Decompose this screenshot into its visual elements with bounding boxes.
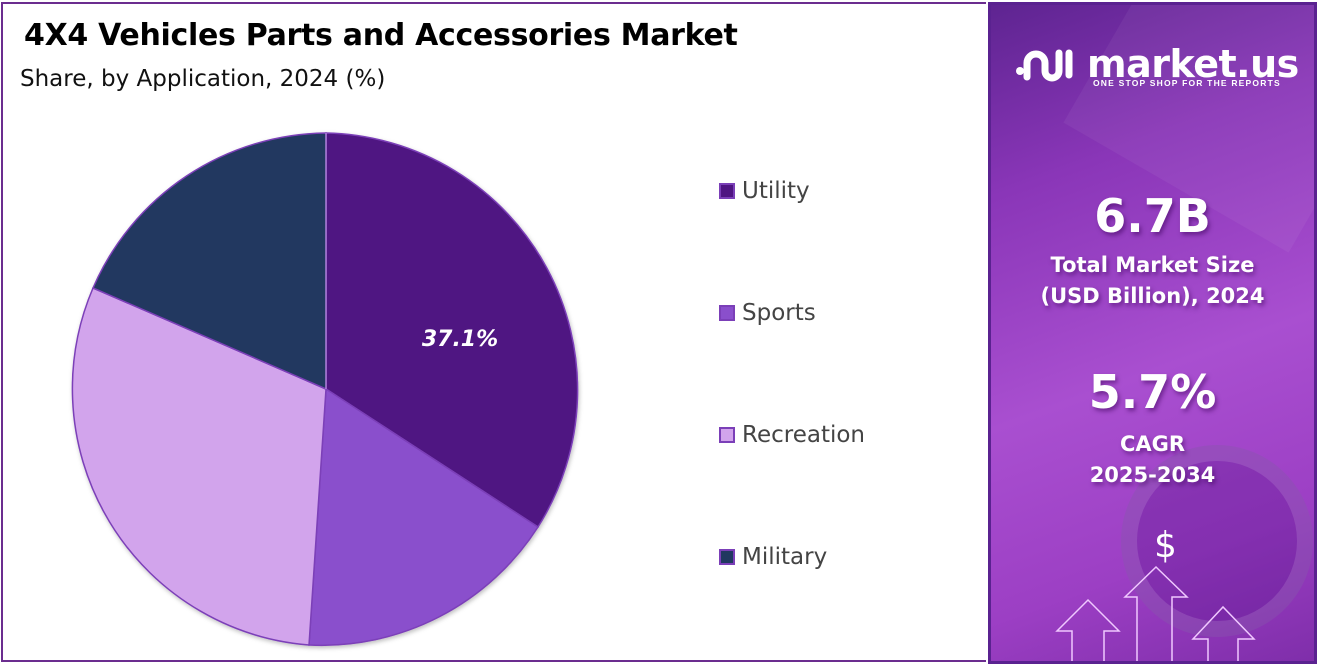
market-size-value: 6.7B	[1094, 189, 1211, 243]
dollar-icon: $	[1154, 525, 1177, 566]
growth-arrows-icon	[1055, 565, 1256, 661]
utility-data-label: 37.1%	[422, 327, 498, 352]
brand-name: market.us	[1087, 42, 1299, 86]
cagr-value: 5.7%	[1088, 365, 1217, 419]
market-size-caption-line2: (USD Billion), 2024	[1040, 284, 1265, 308]
cagr-caption-line2: 2025-2034	[1089, 463, 1216, 487]
legend-swatch-military	[719, 549, 735, 565]
brand-tagline: ONE STOP SHOP FOR THE REPORTS	[1093, 78, 1281, 88]
pie-slice-recreation[interactable]	[71, 287, 327, 646]
market-us-logo-icon	[1016, 49, 1073, 82]
stats-sidebar: market.us ONE STOP SHOP FOR THE REPORTS …	[988, 2, 1317, 664]
pie-slice-military[interactable]	[92, 132, 327, 391]
pie-slice-sports[interactable]	[308, 387, 540, 647]
legend-label: Utility	[742, 178, 810, 204]
legend-item-sports[interactable]: Sports	[719, 300, 816, 326]
legend-swatch-sports	[719, 305, 735, 321]
legend-label: Military	[742, 544, 828, 570]
chart-title: 4X4 Vehicles Parts and Accessories Marke…	[24, 18, 738, 53]
legend-item-recreation[interactable]: Recreation	[719, 422, 865, 448]
pie-slice-utility[interactable]	[325, 132, 579, 529]
chart-subtitle: Share, by Application, 2024 (%)	[20, 66, 386, 92]
legend-item-utility[interactable]: Utility	[719, 178, 810, 204]
market-size-caption-line1: Total Market Size	[1050, 253, 1255, 277]
legend-label: Recreation	[742, 422, 865, 448]
brand-logo[interactable]: market.us ONE STOP SHOP FOR THE REPORTS	[1015, 42, 1299, 88]
cagr-caption-line1: CAGR	[1119, 432, 1186, 456]
legend-swatch-recreation	[719, 427, 735, 443]
legend-item-military[interactable]: Military	[719, 544, 827, 570]
legend-label: Sports	[742, 300, 816, 326]
legend-swatch-utility	[719, 183, 735, 199]
pie-chart: 37.1%	[71, 132, 579, 647]
